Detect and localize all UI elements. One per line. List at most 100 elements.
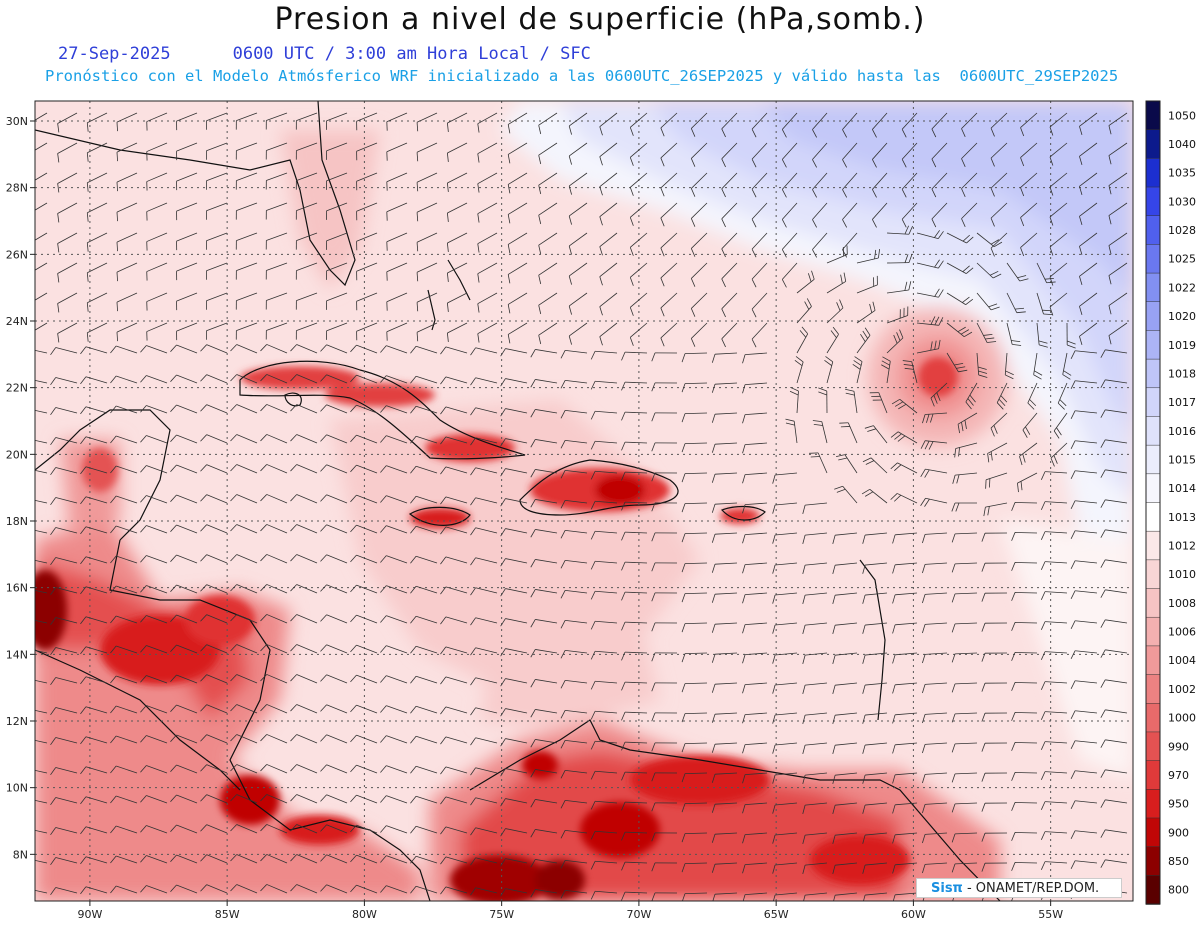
wind-barb bbox=[146, 232, 168, 251]
colorbar-label: 1008 bbox=[1168, 597, 1196, 610]
wind-barb bbox=[981, 832, 1008, 842]
wind-barb bbox=[35, 469, 48, 474]
wind-barb bbox=[681, 412, 708, 423]
wind-barb bbox=[751, 202, 768, 228]
lon-tick-label: 70W bbox=[626, 908, 651, 921]
wind-barb bbox=[200, 674, 228, 684]
wind-barb bbox=[796, 298, 812, 324]
wind-barb bbox=[981, 742, 1008, 752]
wind-barb bbox=[629, 112, 648, 136]
wind-barb bbox=[590, 590, 618, 600]
wind-barb bbox=[621, 501, 648, 511]
wind-barb bbox=[50, 797, 78, 806]
wind-barb bbox=[976, 352, 988, 378]
wind-barb bbox=[690, 322, 708, 347]
wind-barb bbox=[802, 652, 828, 664]
wind-barb bbox=[80, 796, 108, 805]
wind-barb bbox=[922, 682, 948, 694]
lat-tick-label: 28N bbox=[6, 182, 28, 195]
wind-barb bbox=[176, 292, 198, 311]
wind-barb bbox=[206, 292, 228, 310]
wind-barb bbox=[530, 799, 558, 808]
wind-barb bbox=[470, 797, 498, 806]
wind-barb bbox=[440, 796, 468, 805]
wind-barb bbox=[57, 112, 78, 133]
wind-barb bbox=[1079, 232, 1098, 256]
wind-barb bbox=[1100, 709, 1128, 718]
wind-barb bbox=[500, 648, 528, 657]
wind-barb bbox=[170, 704, 198, 714]
wind-barb bbox=[983, 502, 1008, 517]
wind-barb bbox=[803, 892, 828, 901]
wind-barb bbox=[440, 886, 468, 895]
wind-barb bbox=[320, 434, 348, 444]
wind-barb bbox=[110, 435, 138, 444]
wind-barb bbox=[110, 885, 138, 894]
wind-barb bbox=[742, 802, 768, 814]
wind-barb bbox=[440, 586, 468, 595]
wind-barb bbox=[1036, 262, 1056, 284]
wind-barb bbox=[796, 326, 809, 354]
wind-barb bbox=[920, 440, 948, 450]
wind-barb bbox=[380, 435, 408, 444]
wind-barb bbox=[892, 892, 918, 901]
wind-barb bbox=[651, 412, 678, 422]
wind-barb bbox=[916, 230, 944, 240]
wind-barb bbox=[200, 824, 228, 834]
wind-barb bbox=[1040, 801, 1068, 810]
wind-barb bbox=[140, 585, 168, 594]
wind-barb bbox=[290, 524, 318, 534]
wind-barb bbox=[985, 472, 1008, 489]
wind-barb bbox=[845, 388, 858, 414]
wind-barb bbox=[80, 856, 108, 865]
wind-barb bbox=[862, 712, 888, 724]
lat-tick-label: 24N bbox=[6, 315, 28, 328]
wind-barb bbox=[886, 254, 913, 264]
wind-barb bbox=[110, 855, 138, 864]
wind-barb bbox=[140, 495, 168, 504]
wind-barb bbox=[80, 826, 108, 835]
wind-barb bbox=[1079, 292, 1098, 316]
wind-barb bbox=[922, 532, 948, 544]
wind-barb bbox=[116, 142, 138, 162]
wind-barb bbox=[681, 622, 708, 633]
wind-barb bbox=[446, 292, 468, 312]
wind-barb bbox=[477, 142, 498, 163]
wind-barb bbox=[386, 292, 408, 311]
wind-barb bbox=[1070, 380, 1098, 389]
wind-barb bbox=[507, 202, 528, 224]
wind-barb bbox=[320, 764, 348, 774]
lat-tick-label: 8N bbox=[13, 848, 28, 861]
colorbar-swatch bbox=[1145, 301, 1161, 332]
wind-barb bbox=[721, 142, 738, 168]
wind-barb bbox=[416, 142, 438, 162]
wind-barb bbox=[832, 862, 858, 874]
wind-barb bbox=[681, 802, 708, 813]
wind-barb bbox=[651, 472, 678, 482]
wind-barb bbox=[410, 795, 438, 804]
wind-barb bbox=[140, 705, 168, 714]
wind-barb bbox=[410, 435, 438, 444]
wind-barb bbox=[380, 615, 408, 624]
wind-barb bbox=[176, 142, 198, 161]
colorbar-swatch bbox=[1145, 588, 1161, 618]
wind-barb bbox=[1100, 679, 1128, 688]
wind-barb bbox=[86, 232, 108, 252]
wind-barb bbox=[651, 892, 678, 901]
wind-barb bbox=[951, 532, 978, 543]
wind-barb bbox=[742, 652, 768, 664]
wind-barb bbox=[772, 742, 798, 754]
wind-barb bbox=[990, 202, 1008, 227]
wind-barb bbox=[260, 644, 288, 654]
wind-barb bbox=[772, 832, 798, 844]
wind-barb bbox=[1070, 560, 1098, 569]
wind-barb bbox=[886, 306, 909, 324]
colorbar-label: 850 bbox=[1168, 855, 1189, 868]
wind-barb bbox=[1040, 501, 1068, 510]
wind-barb bbox=[826, 299, 844, 324]
wind-barb bbox=[922, 652, 948, 664]
wind-barb bbox=[826, 326, 839, 354]
wind-barb bbox=[892, 622, 918, 634]
wind-barb bbox=[170, 494, 198, 504]
wind-barb bbox=[500, 348, 528, 357]
